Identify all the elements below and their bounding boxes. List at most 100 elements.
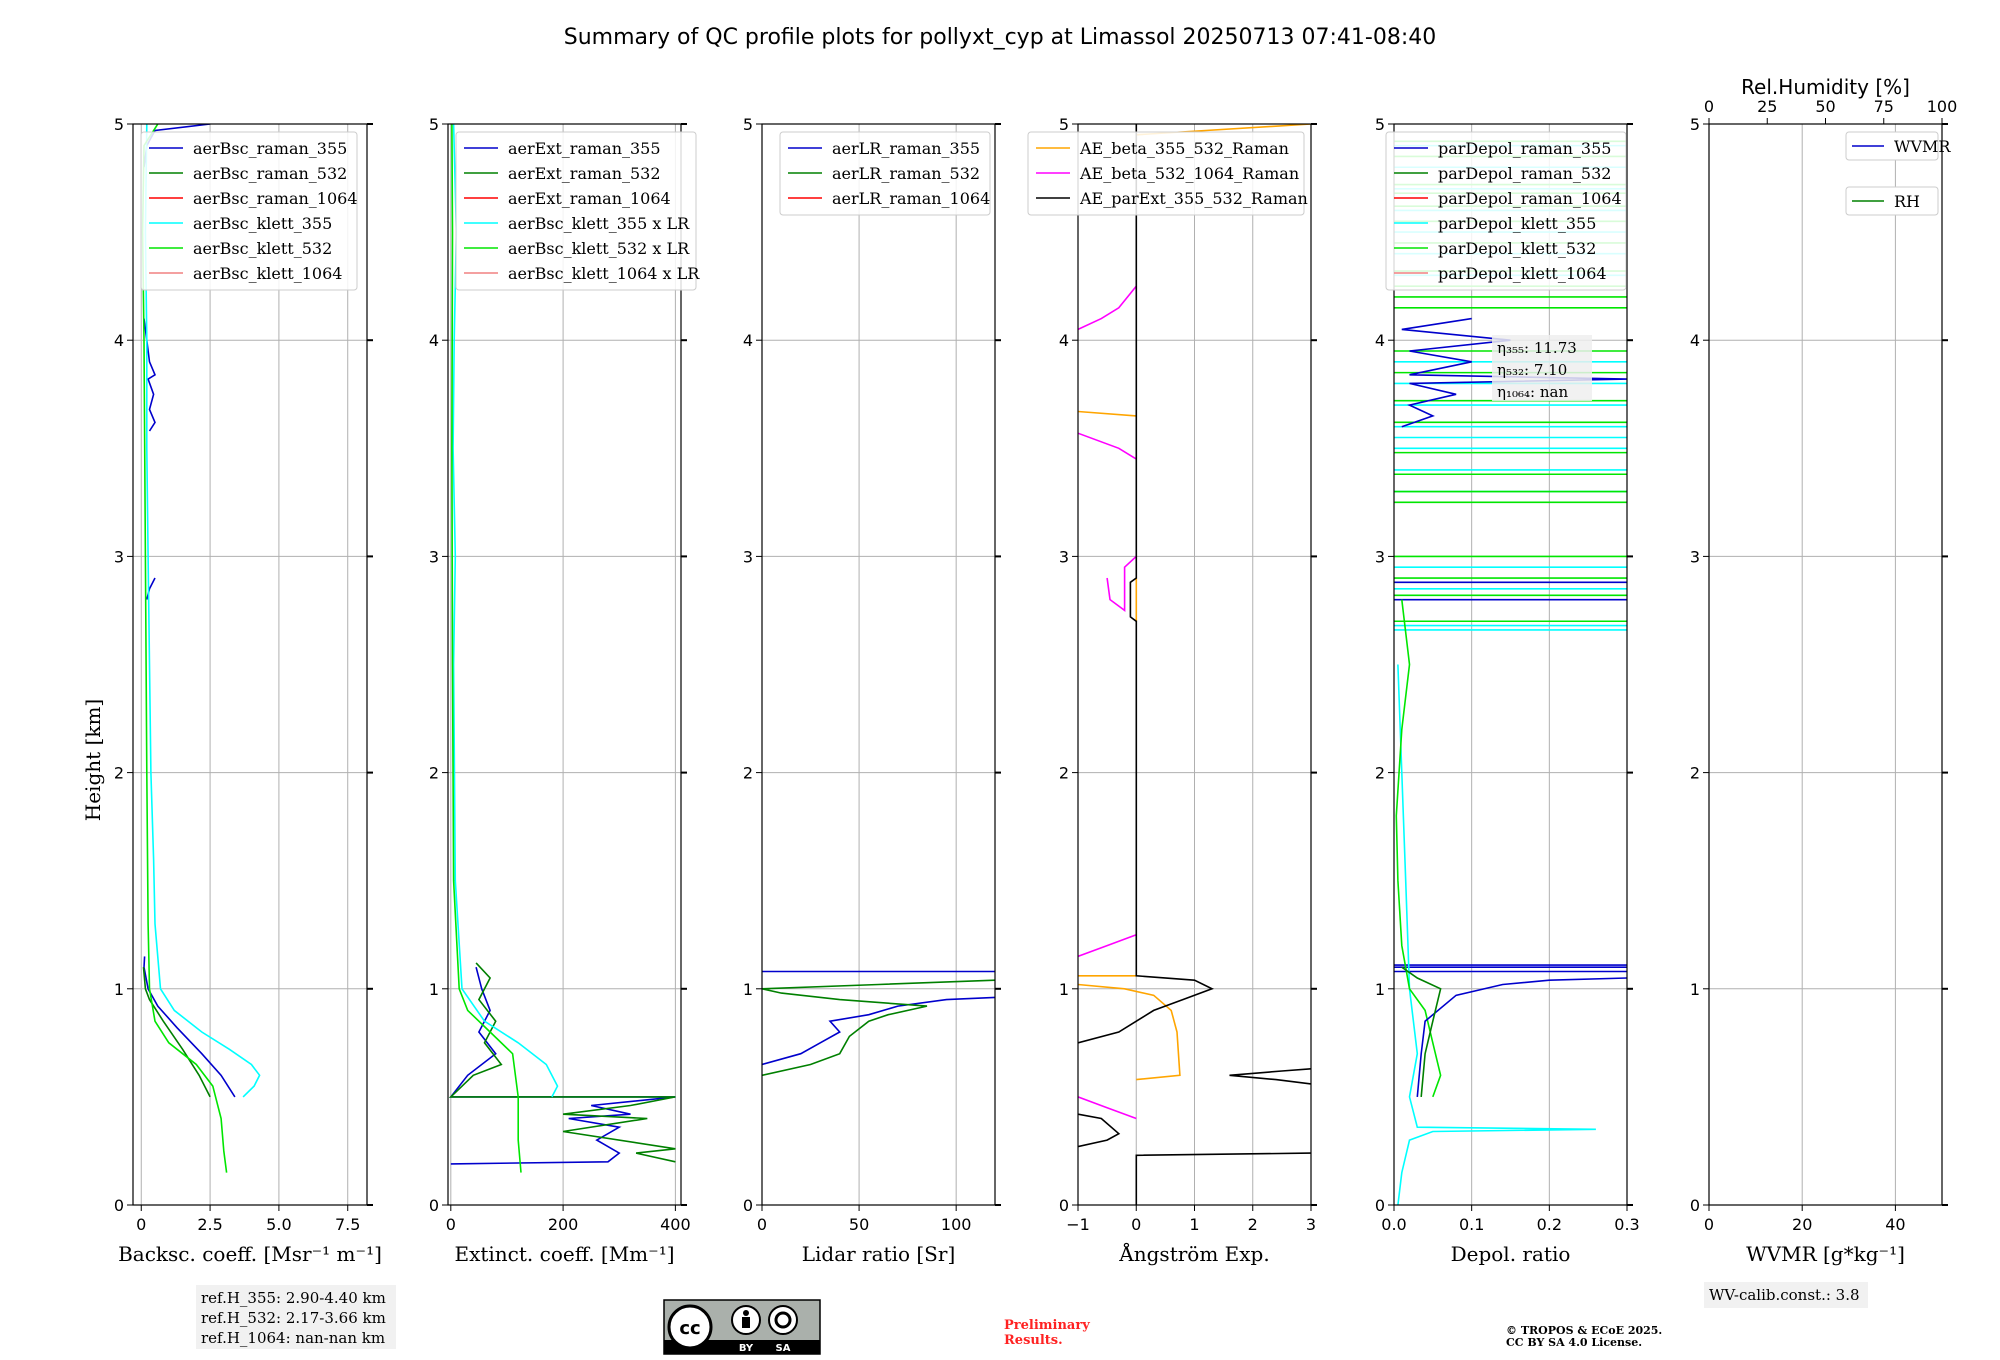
legend-label: parDepol_klett_1064 xyxy=(1438,264,1607,283)
y-tick-label: 5 xyxy=(743,115,753,134)
x-tick-label: 40 xyxy=(1885,1215,1905,1234)
legend-label: parDepol_raman_1064 xyxy=(1438,189,1622,208)
legend-label: aerBsc_raman_532 xyxy=(193,164,347,183)
series-line xyxy=(143,318,157,432)
legend-box xyxy=(1845,186,1939,216)
y-tick-label: 5 xyxy=(1059,115,1069,134)
x-axis-label: Lidar ratio [Sr] xyxy=(802,1242,956,1266)
sa-icon xyxy=(768,1305,798,1335)
legend-label: aerExt_raman_355 xyxy=(508,139,661,158)
top-axis-label: Rel.Humidity [%] xyxy=(1741,75,1910,99)
axes-frame xyxy=(761,123,996,1206)
top-tick-label: 100 xyxy=(1927,97,1958,116)
axes-frame xyxy=(447,123,682,1206)
y-tick-label: 0 xyxy=(743,1196,753,1215)
x-tick-label: 5.0 xyxy=(266,1215,291,1234)
y-tick-label: 3 xyxy=(743,547,753,566)
series-group xyxy=(448,124,676,1173)
legend: WVMR RH xyxy=(1845,131,1951,216)
x-tick-label: 0.0 xyxy=(1381,1215,1406,1234)
y-tick-label: 1 xyxy=(429,980,439,999)
y-tick-label: 0 xyxy=(114,1196,124,1215)
x-tick-label: 0.3 xyxy=(1614,1215,1639,1234)
x-axis-label: Depol. ratio xyxy=(1451,1242,1571,1266)
x-tick-label: −1 xyxy=(1066,1215,1090,1234)
annotation: ref.H_355: 2.90-4.40 km ref.H_532: 2.17-3… xyxy=(196,1285,396,1349)
y-tick-label: 5 xyxy=(1690,115,1700,134)
legend-label: parDepol_klett_355 xyxy=(1438,214,1596,233)
series-line xyxy=(451,124,522,1173)
x-tick-label: 2 xyxy=(1248,1215,1258,1234)
series-line xyxy=(1078,432,1137,460)
by-text: BY xyxy=(739,1343,754,1354)
x-tick-label: 0 xyxy=(1131,1215,1141,1234)
annotation-line: WV-calib.const.: 3.8 xyxy=(1709,1286,1860,1304)
x-tick-label: 0 xyxy=(136,1215,146,1234)
legend-box xyxy=(1027,131,1305,216)
legend-box xyxy=(1845,131,1939,161)
x-tick-label: 20 xyxy=(1792,1215,1812,1234)
y-tick-label: 2 xyxy=(429,764,439,783)
figure-title: Summary of QC profile plots for pollyxt_… xyxy=(564,25,1437,50)
x-axis-label: Ångström Exp. xyxy=(1118,1241,1269,1266)
panels: 0 2.5 5.0 7.5 0 1 2 3 4 5 Backsc. coeff. [Msr⁻¹ m⁻… xyxy=(114,75,1957,1349)
y-tick-label: 0 xyxy=(429,1196,439,1215)
series-line xyxy=(1078,983,1181,1081)
x-axis-label: Backsc. coeff. [Msr⁻¹ m⁻¹] xyxy=(118,1242,382,1266)
annotation-box xyxy=(1704,1282,1868,1308)
x-axis-label: Extinct. coeff. [Mm⁻¹] xyxy=(454,1242,674,1266)
y-tick-label: 0 xyxy=(1059,1196,1069,1215)
legend-label: aerBsc_klett_532 xyxy=(193,239,332,258)
series-group xyxy=(1078,124,1311,1205)
y-tick-label: 3 xyxy=(1059,547,1069,566)
y-tick-label: 2 xyxy=(1059,764,1069,783)
panel-ext: 0 200 400 0 1 2 3 4 5 Extinct. coeff. [Mm⁻¹] aerEx… xyxy=(429,115,700,1266)
y-axis-label: Height [km] xyxy=(81,699,105,821)
x-tick-label: 200 xyxy=(548,1215,579,1234)
legend: AE_beta_355_532_Raman AE_beta_532_1064_Ra… xyxy=(1027,131,1308,216)
legend-box xyxy=(140,131,358,291)
panel-lr: 0 50 100 0 1 2 3 4 5 Lidar ratio [Sr] aerLR_raman_… xyxy=(743,115,1001,1266)
y-tick-label: 0 xyxy=(1375,1196,1385,1215)
y-tick-label: 0 xyxy=(1690,1196,1700,1215)
series-line xyxy=(1395,599,1442,1098)
series-group xyxy=(1394,140,1627,1205)
y-tick-label: 5 xyxy=(1375,115,1385,134)
annotation: WV-calib.const.: 3.8 xyxy=(1704,1282,1868,1308)
y-tick-label: 3 xyxy=(429,547,439,566)
legend-label: aerBsc_klett_355 x LR xyxy=(508,214,690,233)
legend-label: parDepol_klett_532 xyxy=(1438,239,1596,258)
cc-license-badge: cc BY SA xyxy=(663,1299,821,1355)
series-line xyxy=(1106,555,1137,612)
annotation-line: η₁₀₆₄: nan xyxy=(1497,383,1568,401)
axes-frame xyxy=(1708,123,1943,1206)
x-tick-label: 7.5 xyxy=(335,1215,360,1234)
y-tick-label: 4 xyxy=(429,331,439,350)
series-line xyxy=(1078,1113,1121,1148)
series-line xyxy=(142,967,211,1098)
annotation-line: η₃₅₅: 11.73 xyxy=(1497,339,1577,357)
x-tick-label: 0 xyxy=(446,1215,456,1234)
top-tick-label: 25 xyxy=(1757,97,1777,116)
sa-text: SA xyxy=(776,1343,791,1354)
x-tick-label: 400 xyxy=(660,1215,691,1234)
legend-label: aerBsc_klett_355 xyxy=(193,214,332,233)
legend-label: parDepol_raman_355 xyxy=(1438,139,1611,158)
cc-icon xyxy=(667,1304,713,1350)
x-tick-label: 100 xyxy=(941,1215,972,1234)
series-line xyxy=(452,124,559,1098)
x-tick-label: 0 xyxy=(1704,1215,1714,1234)
annotation-box xyxy=(196,1285,396,1349)
series-group xyxy=(762,970,995,1077)
x-tick-label: 2.5 xyxy=(197,1215,222,1234)
y-tick-label: 2 xyxy=(743,764,753,783)
legend-label: RH xyxy=(1894,192,1920,211)
legend-label: WVMR xyxy=(1894,137,1951,156)
x-tick-label: 3 xyxy=(1306,1215,1316,1234)
top-tick-label: 50 xyxy=(1815,97,1835,116)
axes-frame xyxy=(132,123,368,1206)
preliminary-line-2: Results. xyxy=(1004,1333,1063,1348)
y-tick-label: 1 xyxy=(1690,980,1700,999)
